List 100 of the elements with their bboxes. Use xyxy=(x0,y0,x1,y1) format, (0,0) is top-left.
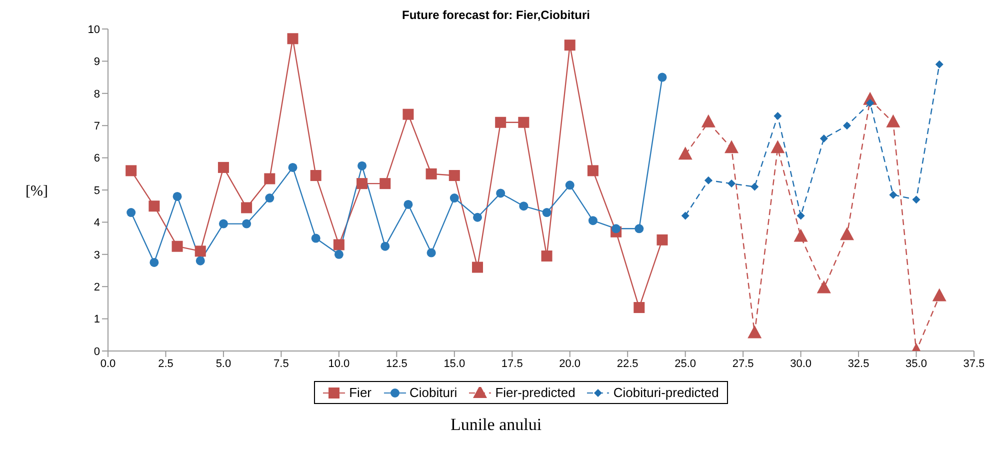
point xyxy=(288,162,298,172)
x-tick-label: 22.5 xyxy=(616,358,638,370)
point xyxy=(333,239,344,250)
y-tick-label: 2 xyxy=(94,282,100,294)
point xyxy=(172,240,183,252)
point xyxy=(728,180,736,188)
point xyxy=(564,40,576,51)
legend-label: Fier-predicted xyxy=(494,385,576,400)
point xyxy=(150,258,159,267)
legend-label: Ciobituri xyxy=(408,385,458,400)
point xyxy=(496,188,506,198)
x-tick-label: 25.0 xyxy=(674,358,696,370)
point xyxy=(218,162,229,173)
point xyxy=(426,168,437,180)
point xyxy=(889,190,898,199)
point xyxy=(774,112,782,120)
point xyxy=(704,176,712,184)
x-tick-label: 30.0 xyxy=(790,358,812,370)
y-tick-label: 3 xyxy=(94,249,100,262)
x-tick-label: 5.0 xyxy=(216,358,232,370)
point xyxy=(816,280,831,294)
point xyxy=(565,180,574,190)
legend-label: Ciobituri-predicted xyxy=(612,385,719,400)
point xyxy=(218,219,228,228)
point xyxy=(519,202,528,211)
point xyxy=(196,256,205,266)
point xyxy=(311,234,320,243)
point xyxy=(404,200,413,209)
point xyxy=(242,219,252,228)
point xyxy=(194,246,206,257)
x-tick-label: 32.5 xyxy=(848,358,870,370)
point xyxy=(448,170,460,182)
point xyxy=(334,250,344,259)
x-tick-label: 37.5 xyxy=(963,358,985,370)
y-tick-label: 7 xyxy=(94,120,100,133)
point xyxy=(612,224,621,234)
y-tick-label: 5 xyxy=(94,184,100,197)
point xyxy=(770,140,785,154)
point xyxy=(840,227,854,240)
x-tick-label: 17.5 xyxy=(501,358,523,370)
point xyxy=(634,224,644,234)
point xyxy=(518,116,530,128)
point xyxy=(796,212,805,220)
point xyxy=(750,182,759,191)
y-axis-title: [%] xyxy=(26,183,48,200)
x-tick-label: 12.5 xyxy=(386,358,408,370)
point xyxy=(866,99,874,108)
x-tick-label: 10.0 xyxy=(328,358,350,370)
point xyxy=(310,170,322,182)
point xyxy=(658,72,667,82)
point xyxy=(126,165,137,176)
point xyxy=(358,161,367,170)
point xyxy=(380,178,391,190)
x-tick-label: 15.0 xyxy=(444,358,466,370)
point xyxy=(472,212,482,222)
point xyxy=(542,208,552,218)
point xyxy=(172,192,182,201)
point xyxy=(495,116,506,128)
x-axis-title: Lunile anului xyxy=(449,415,543,435)
point xyxy=(794,228,808,242)
y-tick-label: 10 xyxy=(88,24,100,36)
point xyxy=(932,288,946,302)
point xyxy=(748,325,762,338)
point xyxy=(264,173,276,184)
x-tick-label: 20.0 xyxy=(559,358,581,370)
point xyxy=(678,146,692,160)
point xyxy=(820,134,828,142)
y-tick-label: 9 xyxy=(94,56,100,68)
x-tick-label: 27.5 xyxy=(732,358,754,370)
point xyxy=(402,108,414,120)
point xyxy=(472,262,483,273)
point xyxy=(380,242,390,251)
point xyxy=(681,212,690,220)
point xyxy=(656,234,668,246)
chart-title: Future forecast for: Fier,Ciobituri xyxy=(400,8,591,24)
point xyxy=(724,140,739,154)
point xyxy=(541,250,552,262)
y-tick-label: 8 xyxy=(94,88,100,100)
point xyxy=(287,33,298,44)
point xyxy=(426,248,436,258)
y-tick-label: 1 xyxy=(94,314,100,326)
y-tick-label: 0 xyxy=(94,346,100,358)
x-tick-label: 0.0 xyxy=(100,358,116,370)
point xyxy=(126,208,136,218)
point xyxy=(935,60,944,68)
point xyxy=(634,302,645,314)
y-tick-label: 4 xyxy=(94,217,100,230)
point xyxy=(265,194,274,203)
x-tick-label: 2.5 xyxy=(158,358,174,370)
x-tick-label: 35.0 xyxy=(906,358,927,370)
point xyxy=(842,122,851,130)
point xyxy=(356,178,368,190)
y-tick-label: 6 xyxy=(94,152,100,165)
point xyxy=(241,202,252,214)
point xyxy=(450,194,459,203)
x-tick-label: 7.5 xyxy=(274,358,289,370)
point xyxy=(588,216,598,226)
point xyxy=(587,165,598,176)
point xyxy=(912,196,920,204)
legend-label: Fier xyxy=(348,385,372,400)
